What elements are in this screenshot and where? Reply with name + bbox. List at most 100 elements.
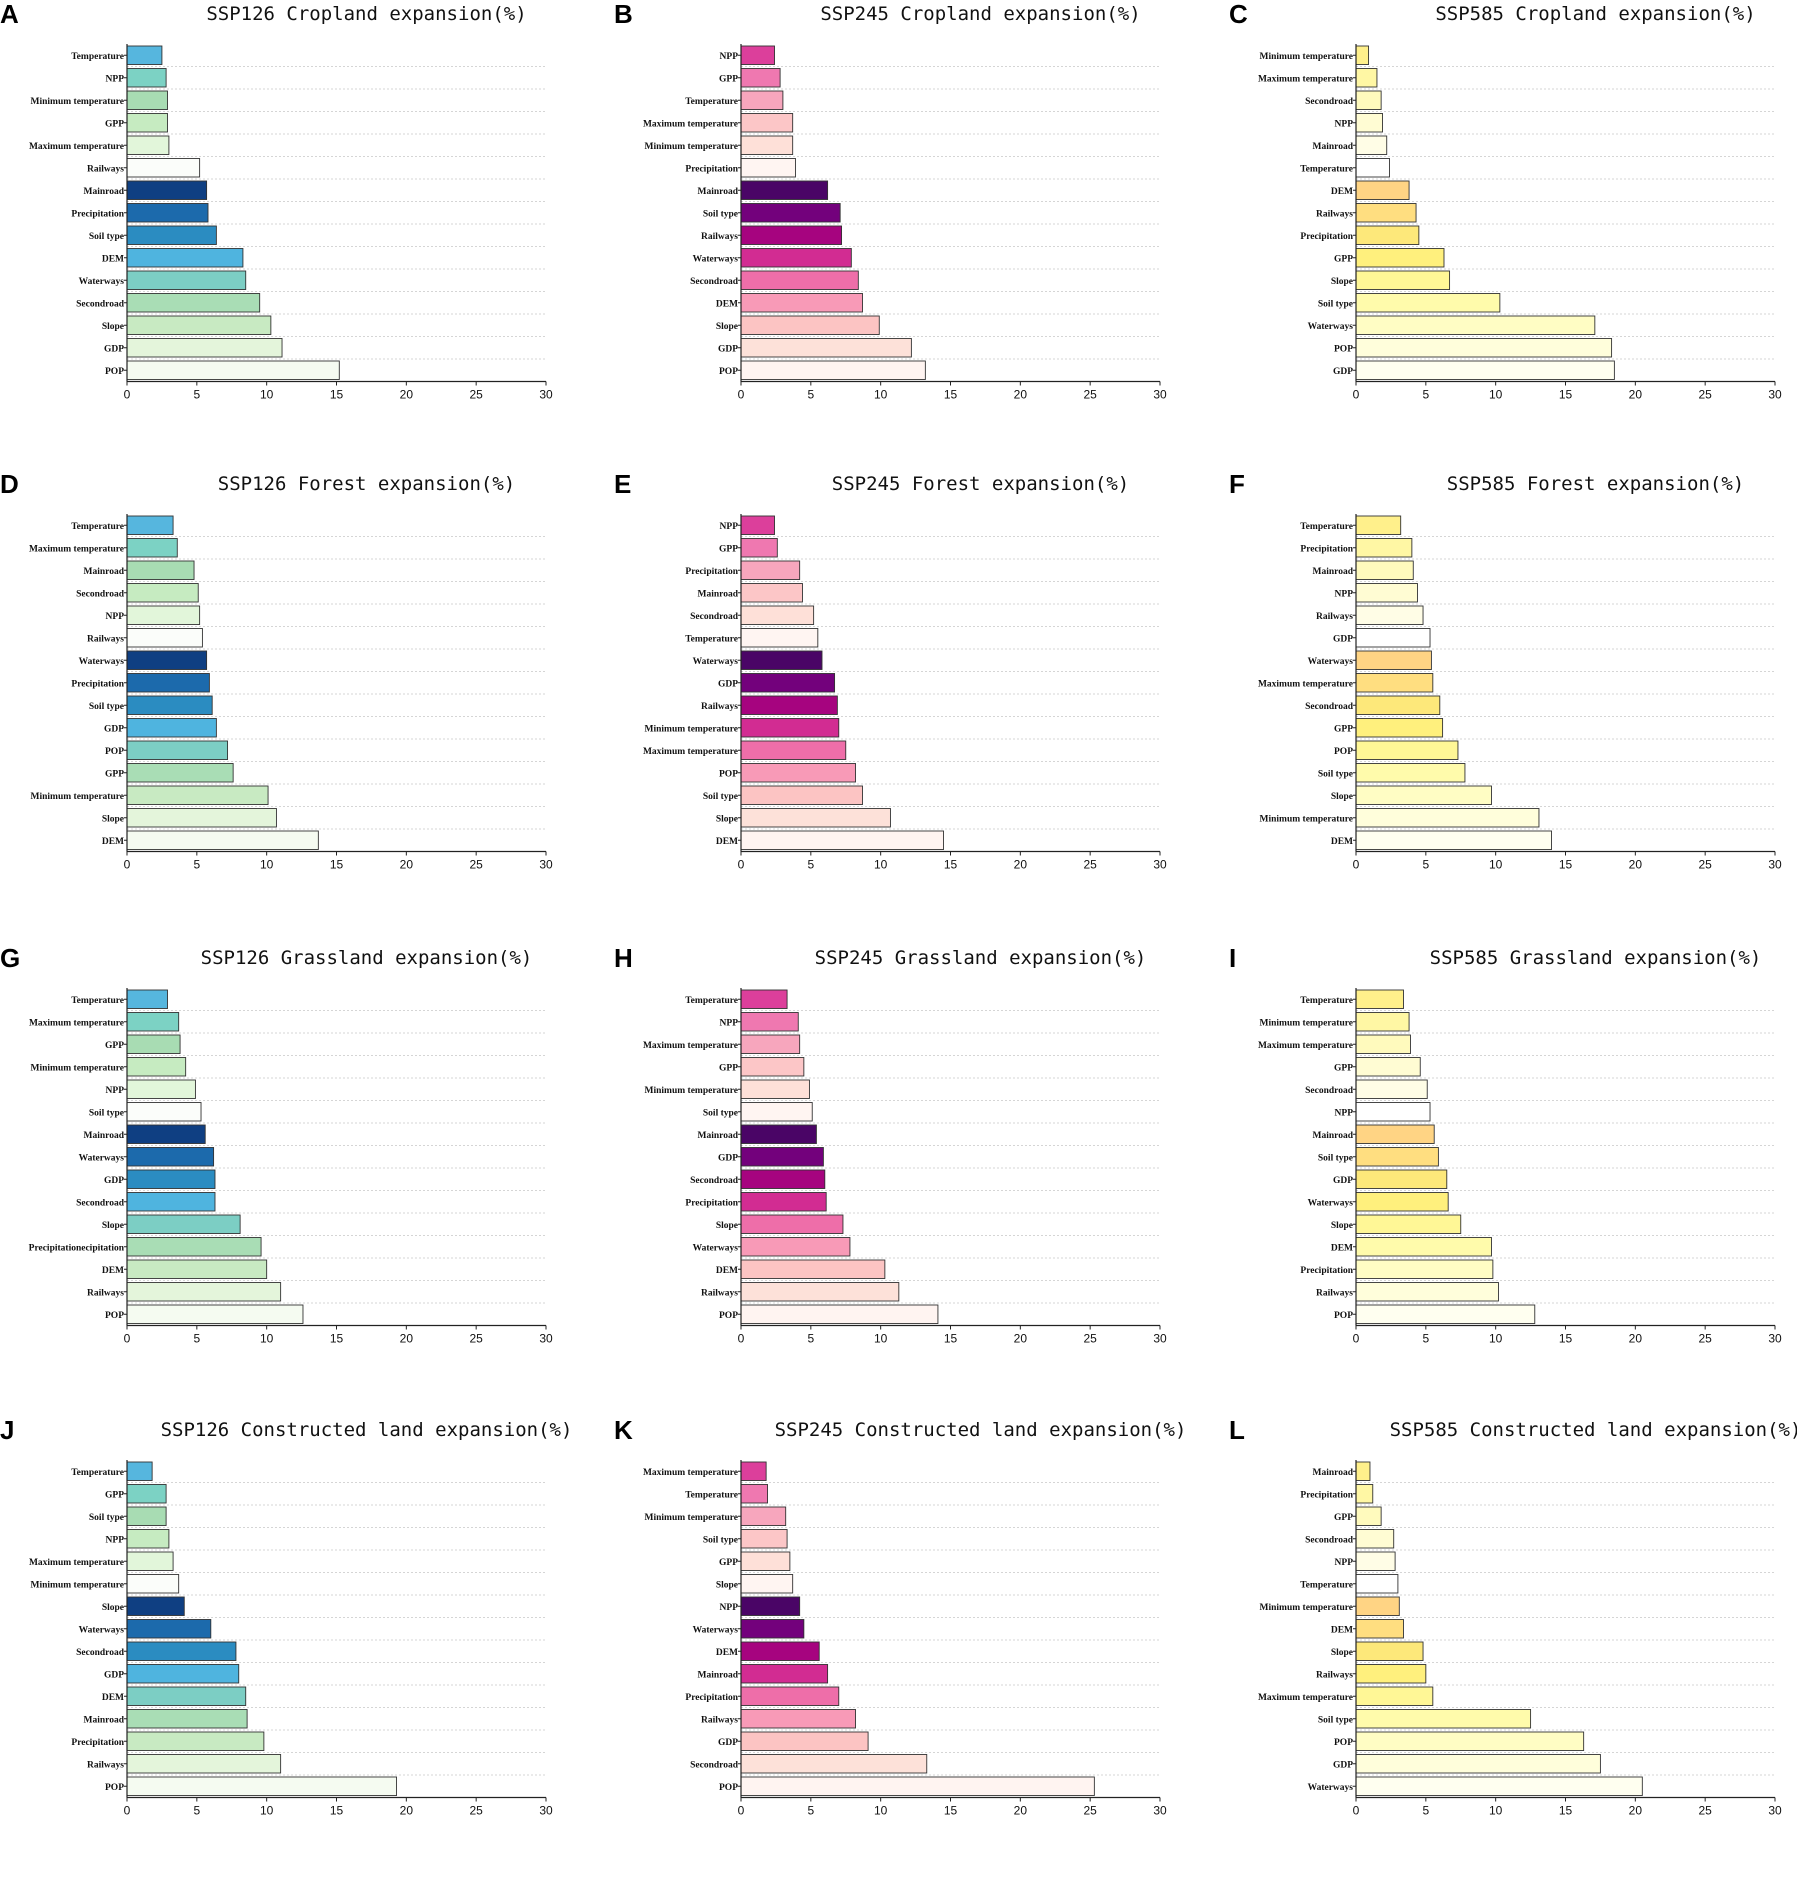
x-tick-label: 20 <box>1629 1804 1643 1818</box>
bar-precipitation <box>1355 1259 1494 1279</box>
category-label: Railways <box>1316 1288 1353 1298</box>
category-label: POP <box>1334 1311 1353 1321</box>
x-tick-label: 20 <box>400 858 414 872</box>
x-tick-label: 30 <box>1768 1332 1782 1346</box>
bar-gpp <box>126 1484 167 1504</box>
x-tick-label: 10 <box>1489 1332 1503 1346</box>
chart-panel-j: J SSP126 Constructed land expansion(%) Tem… <box>0 1415 599 1886</box>
bar-slope <box>1355 1641 1424 1661</box>
bar-maximum-temperature <box>126 538 178 558</box>
bar-waterways <box>126 1619 212 1639</box>
bar-waterways <box>740 248 852 268</box>
bar-slope <box>126 808 277 828</box>
x-tick-label: 10 <box>1489 388 1503 402</box>
category-label: DEM <box>716 1648 738 1658</box>
category-label: Temperature <box>685 97 738 107</box>
chart-title: SSP126 Constructed land expansion(%) <box>161 1419 573 1441</box>
bar-minimum-temperature <box>740 135 794 155</box>
chart-panel-f: F SSP585 Forest expansion(%) Temperature Pr… <box>1229 469 1797 940</box>
x-tick-label: 30 <box>1153 388 1167 402</box>
category-label: Secondroad <box>1305 1086 1354 1096</box>
category-label: NPP <box>106 1535 125 1545</box>
category-label: POP <box>1334 747 1353 757</box>
category-label: DEM <box>102 837 124 847</box>
bar-railways <box>126 1282 282 1302</box>
bar-railways <box>126 628 203 648</box>
category-label: Slope <box>716 1580 738 1590</box>
category-label: NPP <box>720 1018 739 1028</box>
category-label: Slope <box>1331 1221 1353 1231</box>
x-tick-label: 25 <box>469 858 483 872</box>
category-label: Secondroad <box>690 1760 739 1770</box>
chart-svg: J SSP126 Constructed land expansion(%) Tem… <box>0 1415 573 1818</box>
bar-maximum-temperature <box>740 1034 801 1054</box>
category-label: GDP <box>718 344 738 354</box>
bar-gpp <box>1355 248 1445 268</box>
category-label: GDP <box>1333 1760 1353 1770</box>
chart-title: SSP245 Constructed land expansion(%) <box>775 1419 1187 1441</box>
chart-svg: I SSP585 Grassland expansion(%) Temperatur… <box>1229 943 1782 1346</box>
bar-npp <box>126 1079 196 1099</box>
category-label: Temperature <box>685 1490 738 1500</box>
bar-pop <box>740 360 926 380</box>
category-label: Slope <box>102 814 124 824</box>
category-label: POP <box>719 367 738 377</box>
category-label: Railways <box>701 232 738 242</box>
bar-pop <box>1355 1731 1585 1751</box>
x-tick-label: 15 <box>944 1804 958 1818</box>
chart-svg: F SSP585 Forest expansion(%) Temperature Pr… <box>1229 469 1782 872</box>
bar-gdp <box>1355 360 1615 380</box>
bar-secondroad <box>740 1754 928 1774</box>
bar-railways <box>740 225 843 245</box>
category-label: Soil type <box>89 702 124 712</box>
bar-dem <box>1355 1619 1404 1639</box>
x-tick-label: 10 <box>260 1804 274 1818</box>
x-tick-label: 10 <box>260 1332 274 1346</box>
category-label: GDP <box>1333 634 1353 644</box>
bar-gdp <box>126 718 217 738</box>
chart-title: SSP585 Constructed land expansion(%) <box>1390 1419 1797 1441</box>
x-tick-label: 30 <box>539 1804 553 1818</box>
category-label: GDP <box>104 724 124 734</box>
bar-secondroad <box>740 1169 826 1189</box>
x-tick-label: 20 <box>1629 388 1643 402</box>
x-tick-label: 25 <box>1698 1332 1712 1346</box>
chart-panel-l: L SSP585 Constructed land expansion(%) Mai… <box>1229 1415 1797 1886</box>
category-label: Mainroad <box>1313 567 1354 577</box>
x-tick-label: 30 <box>1153 1332 1167 1346</box>
x-tick-label: 30 <box>1153 1804 1167 1818</box>
panel-letter: F <box>1229 469 1245 499</box>
category-label: Railways <box>701 702 738 712</box>
bar-temperature <box>1355 158 1390 178</box>
bar-mainroad <box>1355 1124 1435 1144</box>
panel-letter: C <box>1229 0 1248 29</box>
bar-mainroad <box>126 180 208 200</box>
category-label: Minimum temperature <box>1260 814 1353 824</box>
bar-minimum-temperature <box>1355 1012 1410 1032</box>
x-tick-label: 15 <box>944 858 958 872</box>
bar-maximum-temperature <box>740 740 847 760</box>
bar-mainroad <box>1355 135 1388 155</box>
category-label: Maximum temperature <box>643 1468 738 1478</box>
category-label: POP <box>719 769 738 779</box>
chart-title: SSP245 Forest expansion(%) <box>832 473 1129 495</box>
bar-dem <box>1355 830 1552 850</box>
panel-letter: D <box>0 469 19 499</box>
bar-mainroad <box>1355 1461 1371 1481</box>
bar-pop <box>126 1304 304 1324</box>
bar-secondroad <box>126 583 199 603</box>
bar-temperature <box>740 628 819 648</box>
x-tick-label: 5 <box>193 388 200 402</box>
category-label: Slope <box>102 1221 124 1231</box>
bar-mainroad <box>740 1124 817 1144</box>
category-label: Precipitation <box>685 1198 738 1208</box>
x-tick-label: 10 <box>874 1332 888 1346</box>
category-label: Waterways <box>1308 657 1354 667</box>
chart-svg: G SSP126 Grassland expansion(%) Temperatur… <box>0 943 553 1346</box>
category-label: Soil type <box>89 1108 124 1118</box>
category-label: GPP <box>105 119 124 129</box>
x-tick-label: 10 <box>874 1804 888 1818</box>
bar-mainroad <box>1355 560 1414 580</box>
bar-pop <box>740 763 856 783</box>
x-tick-label: 10 <box>1489 1804 1503 1818</box>
